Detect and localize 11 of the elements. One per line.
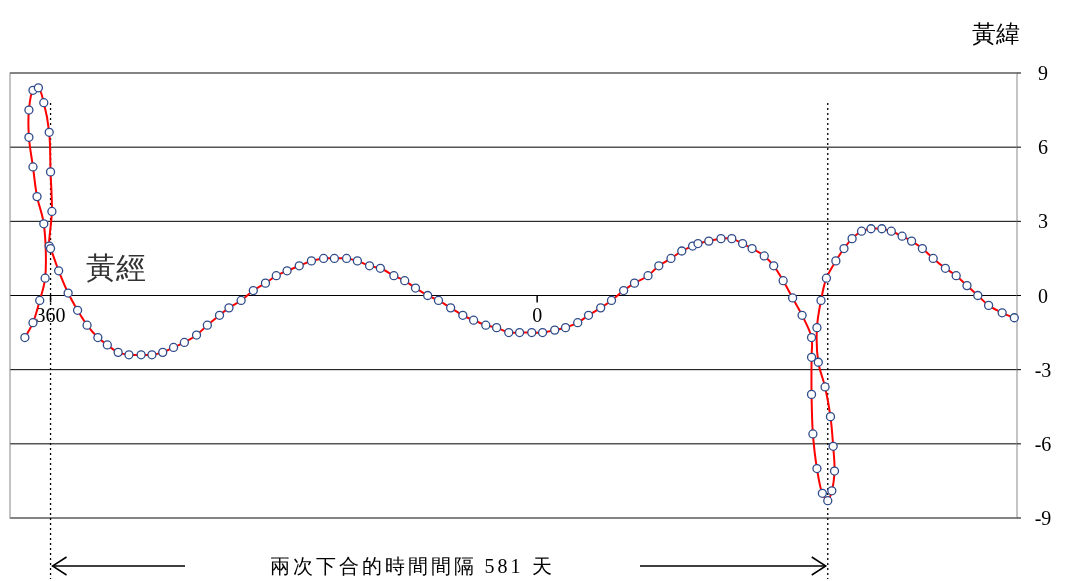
y-tick-label: 0 (1038, 284, 1048, 307)
y-tick-label: -3 (1034, 358, 1052, 381)
y-axis-title: 黃緯 (972, 21, 1020, 47)
y-tick-label: 9 (1038, 62, 1048, 84)
y-tick-label: -6 (1034, 432, 1052, 455)
x-tick-label: 360 (35, 303, 66, 326)
y-tick-label: 3 (1038, 210, 1048, 233)
text: 兩次下合的時間間隔 581 天 (269, 555, 555, 577)
y-tick-label: 6 (1038, 136, 1048, 159)
y-tick-label: -9 (1034, 507, 1052, 529)
x-axis-title: 黃經 (86, 251, 146, 284)
